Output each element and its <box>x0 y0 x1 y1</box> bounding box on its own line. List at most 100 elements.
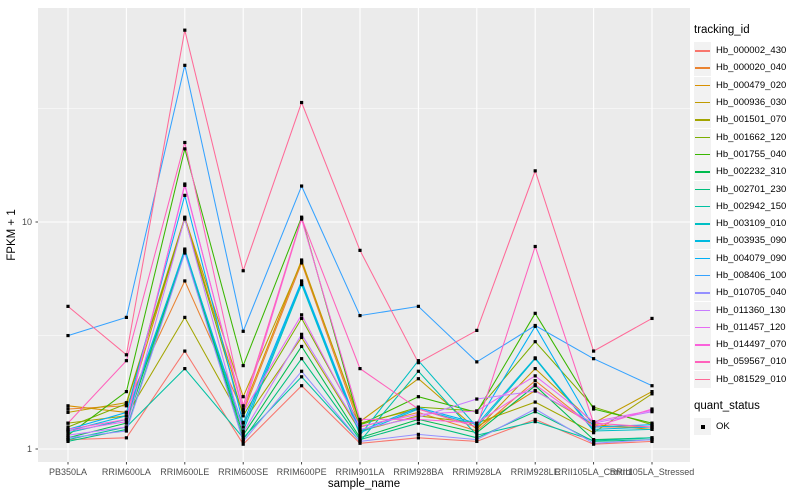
data-point <box>66 333 70 338</box>
data-point <box>241 431 245 435</box>
data-point <box>300 184 304 188</box>
legend-item-label: OK <box>716 421 730 433</box>
data-point <box>475 425 479 429</box>
data-point <box>241 395 245 399</box>
data-point <box>592 429 596 433</box>
legend-key-swatch <box>694 370 711 388</box>
data-point <box>66 427 70 431</box>
legend-line-icon <box>695 171 710 173</box>
data-point <box>124 402 128 406</box>
x-tick-label: RRIM600SE <box>218 467 269 477</box>
data-point <box>592 407 596 411</box>
data-point <box>183 216 187 220</box>
data-point <box>358 248 362 252</box>
legend-line-icon <box>695 102 710 104</box>
data-point <box>416 436 420 440</box>
x-tick-label: RRIM928LA <box>452 467 502 477</box>
data-point <box>183 367 187 371</box>
data-point <box>66 433 70 437</box>
legend-key-swatch <box>694 249 711 267</box>
legend-key-swatch <box>694 215 711 233</box>
data-point <box>124 427 128 431</box>
legend-item: Hb_000479_020 <box>694 76 798 94</box>
legend-line-icon <box>695 378 710 381</box>
data-point <box>533 244 537 249</box>
legend-key-swatch <box>694 59 711 77</box>
data-point <box>650 390 654 394</box>
legend-item-label: Hb_003935_090 <box>716 235 787 247</box>
legend-item: Hb_011457_120 <box>694 318 798 336</box>
data-point <box>416 395 420 399</box>
data-point <box>358 367 362 371</box>
data-point <box>241 364 245 368</box>
legend-key-swatch <box>694 232 711 250</box>
data-point <box>124 420 128 424</box>
square-point-icon <box>701 425 705 429</box>
legend-line-icon <box>695 257 710 260</box>
legend-item-label: Hb_002232_310 <box>716 166 787 178</box>
legend-item-label: Hb_059567_010 <box>716 356 787 368</box>
legend-line-icon <box>695 292 710 294</box>
legend-key-swatch <box>694 111 711 129</box>
legend-item: Hb_000936_030 <box>694 94 798 112</box>
data-point <box>358 433 362 437</box>
data-point <box>124 353 128 357</box>
data-point <box>241 425 245 429</box>
legend-line-icon <box>695 326 710 329</box>
legend-line-icon <box>695 240 710 242</box>
legend-item: Hb_001501_070 <box>694 111 798 129</box>
legend-item-label: Hb_002701_230 <box>716 183 787 195</box>
legend-item-label: Hb_002942_150 <box>716 200 787 212</box>
legend-line-icon <box>695 361 710 363</box>
data-point <box>592 349 596 353</box>
data-point <box>533 169 537 173</box>
data-point <box>475 409 479 413</box>
legend-item-label: Hb_008406_100 <box>716 270 787 281</box>
data-point <box>124 425 128 429</box>
data-point <box>533 389 537 393</box>
data-point <box>533 407 537 411</box>
legend-item: Hb_008406_100 <box>694 267 798 284</box>
data-point <box>300 332 304 336</box>
legend-key-swatch <box>694 267 711 284</box>
x-tick-label: RRIM600LA <box>101 467 151 477</box>
data-point <box>358 441 362 445</box>
data-point <box>241 414 245 418</box>
data-point <box>475 431 479 435</box>
data-point <box>300 216 304 220</box>
data-point <box>66 425 70 429</box>
legend-item-label: Hb_010705_040 <box>716 287 787 299</box>
data-point <box>592 427 596 431</box>
legend-line-icon <box>695 67 710 69</box>
legend-line-icon <box>695 188 710 190</box>
data-point <box>300 384 304 388</box>
data-point <box>241 433 245 437</box>
data-point <box>416 359 420 363</box>
data-point <box>475 397 479 401</box>
data-point <box>416 421 420 425</box>
data-point <box>124 429 128 433</box>
data-point <box>358 313 362 318</box>
legend-entries: Hb_000002_430 Hb_000020_040 Hb_000479_020 H… <box>694 42 798 388</box>
legend-item-label: Hb_001662_120 <box>716 131 787 143</box>
legend-item-label: Hb_000002_430 <box>716 45 787 57</box>
data-point <box>416 415 420 419</box>
legend-line-icon <box>695 136 710 139</box>
legend: tracking_id Hb_000002_430 Hb_000020_040 Hb… <box>694 24 798 436</box>
legend-key-swatch <box>694 42 711 60</box>
legend-line-icon <box>695 309 710 311</box>
data-point <box>358 438 362 442</box>
x-axis-title: sample_name <box>327 478 401 490</box>
x-tick-label: RRII105LA_Stressed <box>609 467 695 477</box>
data-point <box>183 279 187 283</box>
data-point <box>183 251 187 255</box>
x-tick-label: RRIM600LE <box>160 467 210 477</box>
data-point <box>124 410 128 414</box>
legend-line-icon <box>695 275 710 277</box>
x-tick-label: RRIM600PE <box>276 467 327 477</box>
data-point <box>533 311 537 315</box>
data-point <box>592 357 596 361</box>
data-point <box>533 323 537 328</box>
data-point <box>183 248 187 252</box>
data-point <box>475 429 479 433</box>
